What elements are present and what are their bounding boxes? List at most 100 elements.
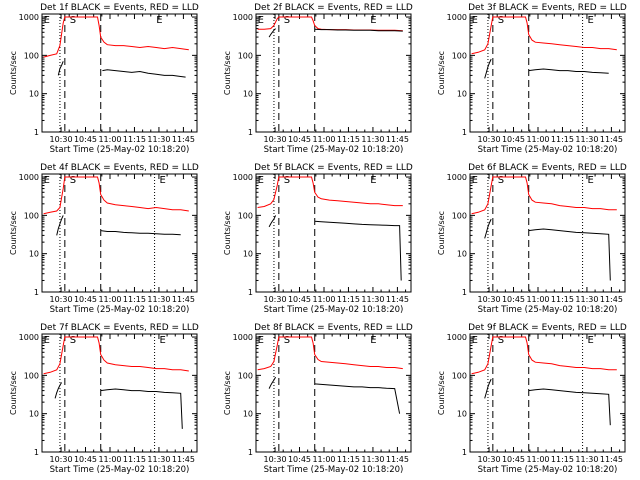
y-tick-label: 1000 xyxy=(233,333,253,342)
x-axis-label: Start Time (25-May-02 10:18:20) xyxy=(264,305,404,315)
x-tick-label: 11:15 xyxy=(123,135,146,144)
x-tick-label: 11:15 xyxy=(551,295,574,304)
x-tick-label: 10:45 xyxy=(74,295,97,304)
series-line-events xyxy=(268,215,277,228)
plot-frame xyxy=(469,173,626,293)
chart-title: Det 7f BLACK = Events, RED = LLD xyxy=(40,323,199,333)
chart-title: Det 6f BLACK = Events, RED = LLD xyxy=(468,163,627,173)
x-tick-label: 11:15 xyxy=(337,455,360,464)
x-tick-label: 10:45 xyxy=(288,295,311,304)
x-tick-label: 11:15 xyxy=(337,135,360,144)
y-tick-label: 100 xyxy=(238,211,253,220)
chart-panel-1: Det 1f BLACK = Events, RED = LLD 1 10 100 10… xyxy=(9,3,199,155)
series-line-lld xyxy=(257,16,403,32)
x-tick-label: 10:30 xyxy=(478,135,501,144)
x-tick-label: 11:30 xyxy=(147,455,170,464)
x-tick-label: 10:45 xyxy=(502,455,525,464)
chart-panel-9: Det 9f BLACK = Events, RED = LLD 1 10 100 10… xyxy=(437,323,627,475)
marker-e-left: E xyxy=(44,15,50,26)
series-line-events xyxy=(314,28,403,32)
series-line-lld xyxy=(471,336,617,375)
series-line-events xyxy=(528,388,611,426)
chart-title: Det 1f BLACK = Events, RED = LLD xyxy=(40,3,199,13)
y-axis-label: Counts/sec xyxy=(223,211,232,255)
x-tick-label: 11:45 xyxy=(172,455,195,464)
chart-panel-5: Det 5f BLACK = Events, RED = LLD 1 10 100 10… xyxy=(223,163,413,315)
y-axis-label: Counts/sec xyxy=(9,211,18,255)
x-tick-label: 11:00 xyxy=(98,295,121,304)
x-tick-label: 11:30 xyxy=(575,135,598,144)
y-tick-label: 100 xyxy=(238,51,253,60)
y-tick-label: 1000 xyxy=(447,173,467,182)
x-tick-label: 10:30 xyxy=(50,455,73,464)
x-tick-label: 10:30 xyxy=(50,135,73,144)
marker-e-left: E xyxy=(472,15,478,26)
chart-title: Det 2f BLACK = Events, RED = LLD xyxy=(254,3,413,13)
x-tick-label: 11:00 xyxy=(312,135,335,144)
series-line-lld xyxy=(257,176,403,208)
y-axis-label: Counts/sec xyxy=(437,371,446,415)
x-tick-label: 11:30 xyxy=(575,295,598,304)
y-tick-label: 10 xyxy=(29,250,39,259)
y-tick-label: 1000 xyxy=(447,333,467,342)
marker-s: S xyxy=(70,15,76,26)
series-line-lld xyxy=(43,16,189,58)
y-tick-label: 10 xyxy=(243,250,253,259)
x-tick-label: 11:00 xyxy=(98,135,121,144)
series-line-events xyxy=(102,69,186,78)
series-line-events xyxy=(484,378,492,399)
x-tick-label: 11:15 xyxy=(123,295,146,304)
marker-s: S xyxy=(498,175,504,186)
x-tick-label: 10:45 xyxy=(74,135,97,144)
x-tick-label: 10:30 xyxy=(264,455,287,464)
x-tick-label: 11:15 xyxy=(337,295,360,304)
x-tick-label: 11:45 xyxy=(386,295,409,304)
y-tick-label: 1 xyxy=(34,288,39,297)
x-axis-label: Start Time (25-May-02 10:18:20) xyxy=(264,145,404,155)
y-tick-label: 10 xyxy=(243,90,253,99)
x-tick-label: 11:00 xyxy=(526,295,549,304)
y-tick-label: 10 xyxy=(243,410,253,419)
series-line-lld xyxy=(43,336,189,375)
plot-frame xyxy=(469,333,626,453)
x-tick-label: 11:30 xyxy=(361,135,384,144)
x-axis-label: Start Time (25-May-02 10:18:20) xyxy=(478,465,618,475)
plot-frame xyxy=(41,173,198,293)
x-tick-label: 11:15 xyxy=(123,455,146,464)
x-tick-label: 11:45 xyxy=(386,135,409,144)
series-line-events xyxy=(528,228,611,281)
x-tick-label: 11:15 xyxy=(551,455,574,464)
plot-frame xyxy=(41,333,198,453)
y-tick-label: 1 xyxy=(462,128,467,137)
y-tick-label: 1 xyxy=(248,128,253,137)
y-tick-label: 1000 xyxy=(233,13,253,22)
y-tick-label: 100 xyxy=(238,371,253,380)
x-tick-label: 10:45 xyxy=(502,295,525,304)
marker-s: S xyxy=(70,335,76,346)
marker-e-right: E xyxy=(370,15,376,26)
x-tick-label: 11:30 xyxy=(147,135,170,144)
x-tick-label: 10:45 xyxy=(288,455,311,464)
x-tick-label: 11:30 xyxy=(147,295,170,304)
y-tick-label: 10 xyxy=(29,90,39,99)
marker-s: S xyxy=(70,175,76,186)
y-tick-label: 10 xyxy=(29,410,39,419)
marker-e-right: E xyxy=(159,335,165,346)
x-tick-label: 11:00 xyxy=(98,455,121,464)
x-tick-label: 10:45 xyxy=(74,455,97,464)
chart-title: Det 5f BLACK = Events, RED = LLD xyxy=(254,163,413,173)
chart-title: Det 9f BLACK = Events, RED = LLD xyxy=(468,323,627,333)
plot-frame xyxy=(255,333,412,453)
x-tick-label: 10:30 xyxy=(264,295,287,304)
marker-e-right: E xyxy=(587,335,593,346)
y-axis-label: Counts/sec xyxy=(223,51,232,95)
x-tick-label: 11:00 xyxy=(526,135,549,144)
x-tick-label: 10:30 xyxy=(50,295,73,304)
series-line-lld xyxy=(257,336,403,371)
x-tick-label: 11:45 xyxy=(600,295,623,304)
marker-e-left: E xyxy=(472,175,478,186)
x-tick-label: 10:30 xyxy=(478,455,501,464)
chart-title: Det 3f BLACK = Events, RED = LLD xyxy=(468,3,627,13)
y-tick-label: 100 xyxy=(24,371,39,380)
marker-s: S xyxy=(284,175,290,186)
